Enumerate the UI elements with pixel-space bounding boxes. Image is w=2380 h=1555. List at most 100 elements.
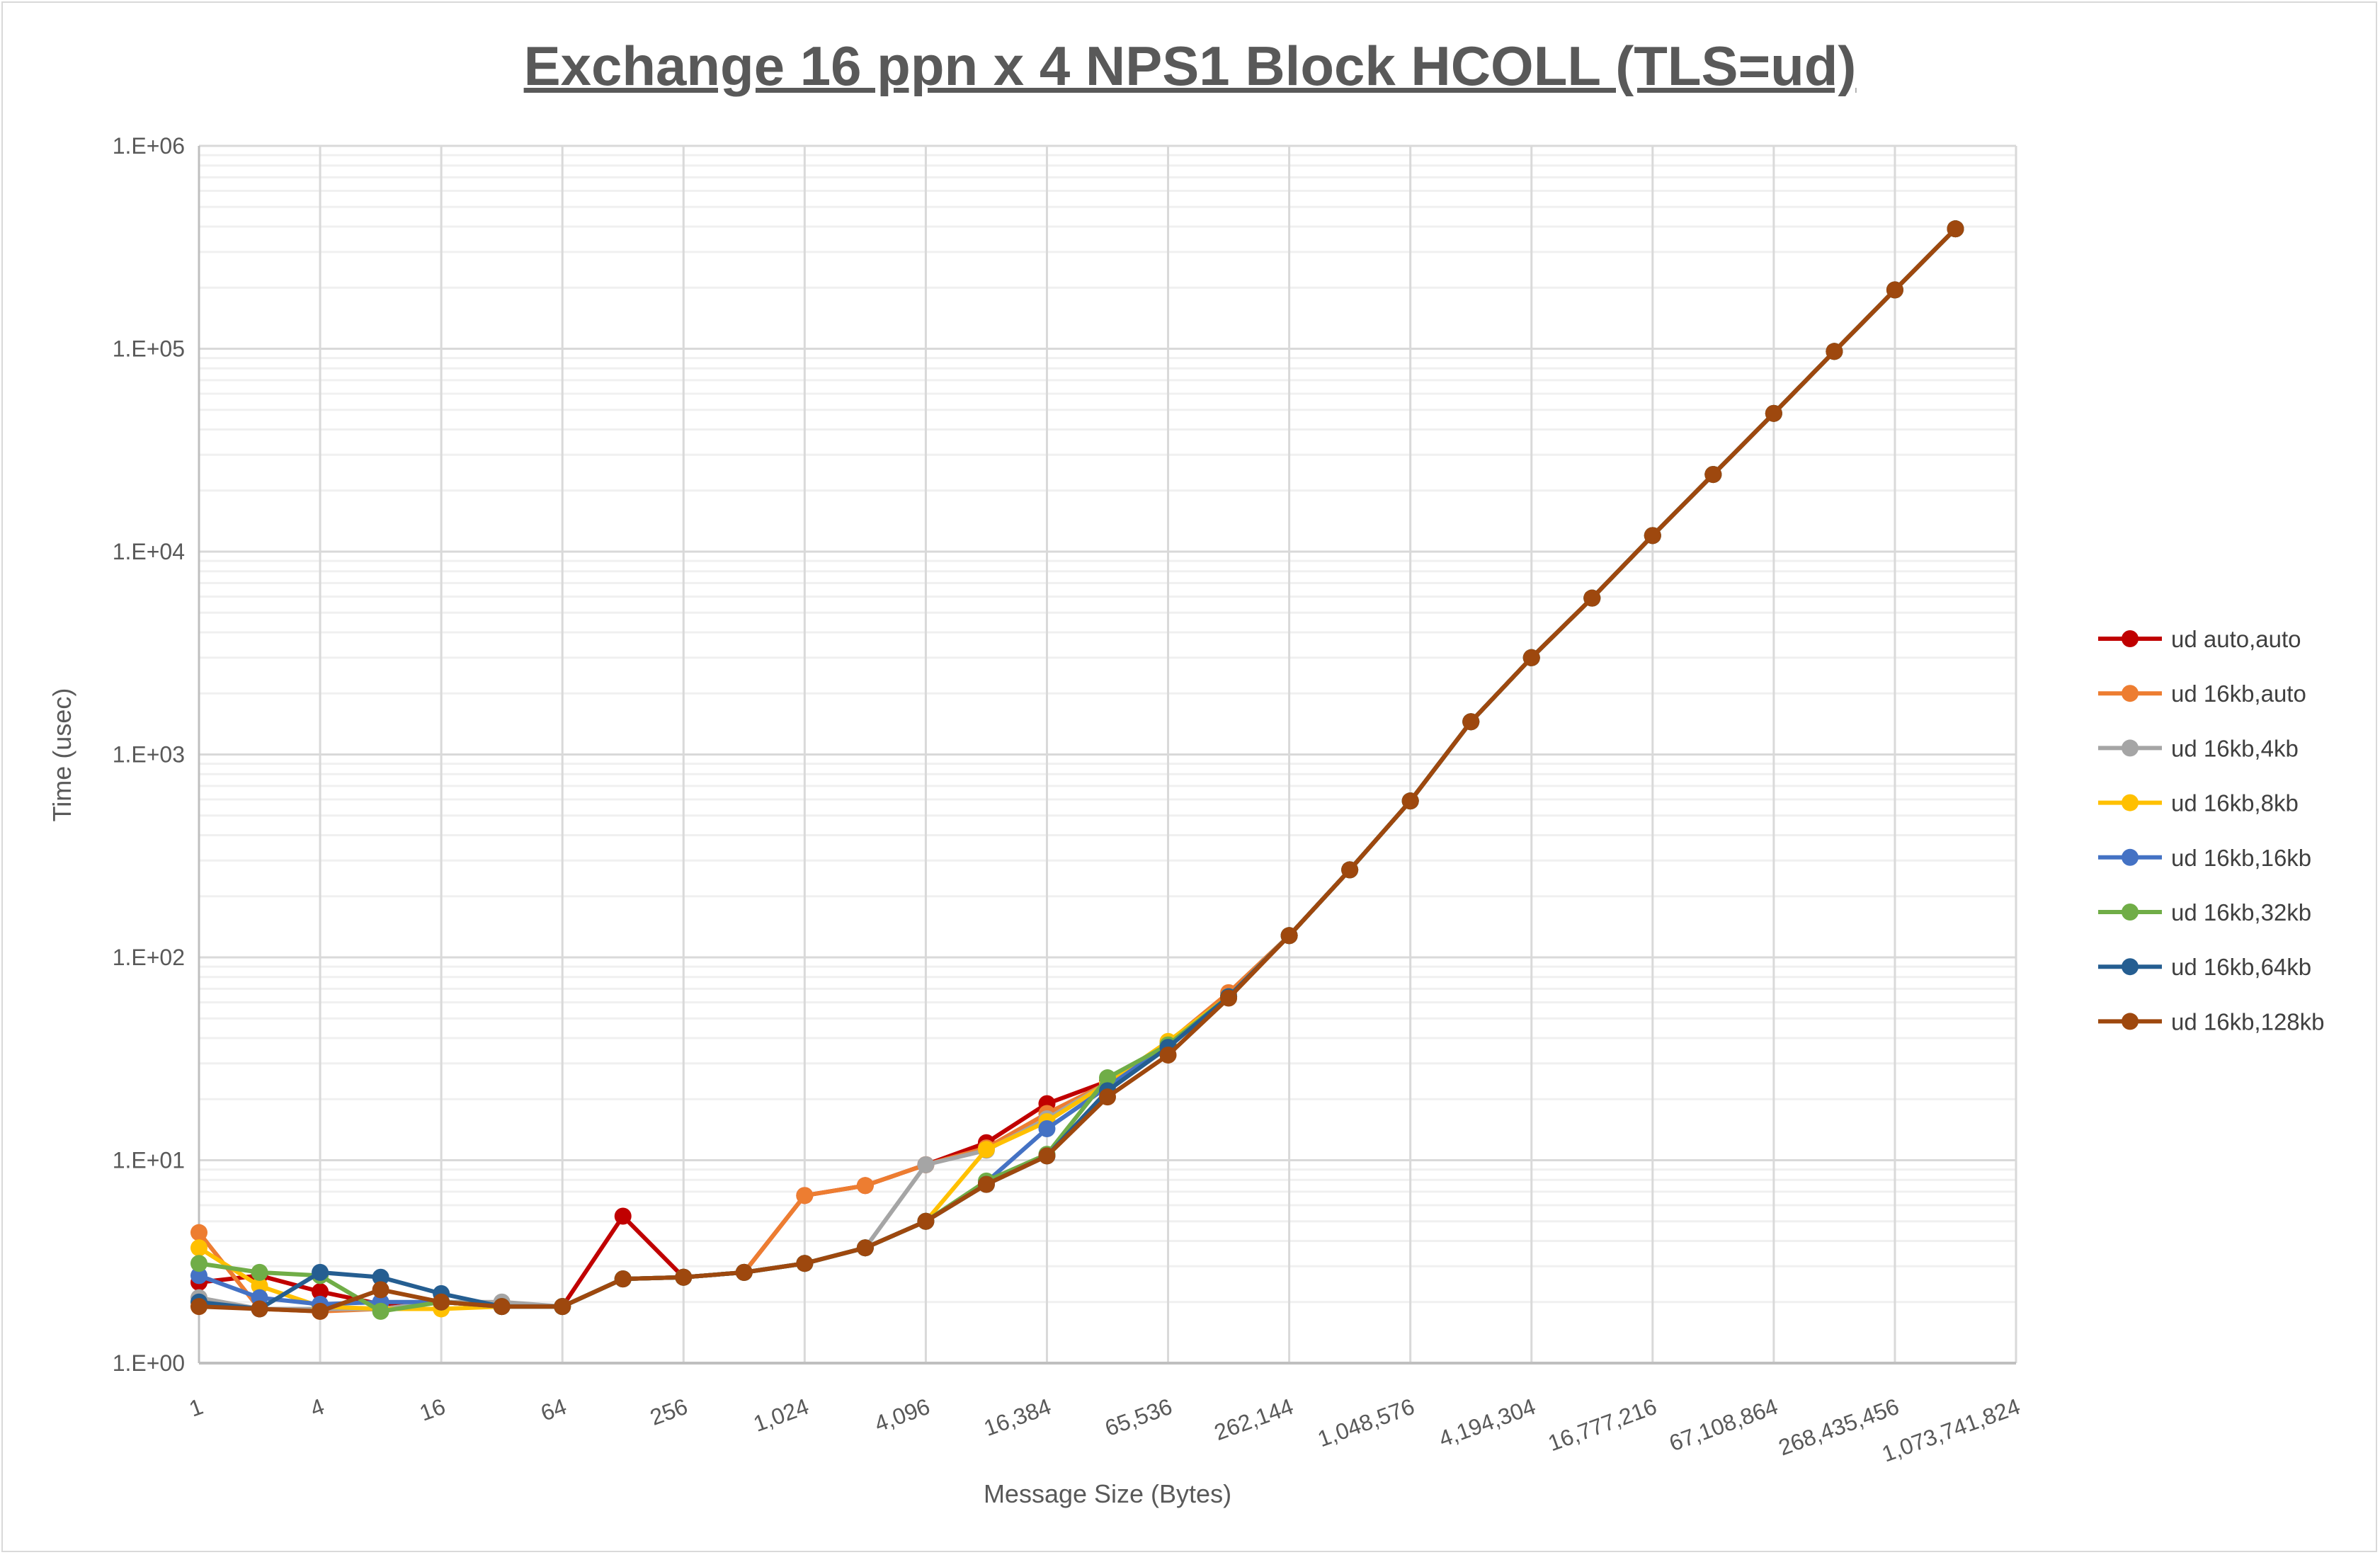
series-group (190, 220, 1964, 1320)
x-tick-label: 1,073,741,824 (1879, 1394, 2024, 1467)
data-point (977, 1141, 995, 1158)
y-axis-title: Time (usec) (47, 688, 76, 822)
data-point (1038, 1147, 1056, 1165)
data-point (1462, 713, 1480, 731)
data-point (1401, 792, 1419, 810)
data-point (312, 1302, 329, 1320)
data-point (372, 1281, 389, 1299)
y-tick-label: 1.E+02 (113, 945, 185, 970)
data-point (614, 1270, 632, 1288)
x-tick-label: 16 (416, 1394, 449, 1426)
x-tick-label: 4,194,304 (1435, 1394, 1539, 1452)
legend-label: ud 16kb,16kb (2171, 845, 2311, 871)
x-tick-label: 65,536 (1102, 1394, 1175, 1441)
series-ud-16kb-64kb (190, 220, 1964, 1318)
data-point (312, 1283, 329, 1301)
x-axis-title: Message Size (Bytes) (984, 1479, 1231, 1508)
data-point (1583, 589, 1601, 607)
data-point (856, 1177, 874, 1195)
data-point (614, 1207, 632, 1225)
data-point (251, 1300, 268, 1318)
legend-marker (2122, 794, 2139, 811)
data-point (735, 1263, 753, 1281)
series-line (198, 227, 1957, 1314)
legend-item: ud auto,auto (2098, 626, 2301, 652)
data-point (190, 1298, 207, 1316)
x-tick-label: 1 (186, 1394, 206, 1422)
series-ud-16kb-8kb (190, 220, 1964, 1318)
series-line (198, 227, 1957, 1309)
y-tick-label: 1.E+04 (113, 539, 185, 564)
data-point (190, 1255, 207, 1272)
legend-label: ud 16kb,8kb (2171, 790, 2299, 816)
x-tick-label: 4,096 (871, 1394, 933, 1437)
data-point (917, 1212, 935, 1230)
data-point (493, 1298, 511, 1316)
data-point (1099, 1088, 1116, 1106)
legend-label: ud auto,auto (2171, 626, 2301, 652)
y-tick-label: 1.E+01 (113, 1148, 185, 1173)
series-line (198, 227, 1957, 1309)
gridlines (198, 144, 2017, 1365)
legend-marker (2122, 685, 2139, 702)
data-point (554, 1298, 571, 1316)
x-tick-label: 67,108,864 (1666, 1394, 1781, 1457)
series-line (197, 227, 1957, 1314)
x-tick-label: 262,144 (1211, 1394, 1297, 1445)
legend-item: ud 16kb,16kb (2098, 845, 2311, 871)
data-point (1280, 927, 1298, 945)
data-point (433, 1293, 450, 1311)
series-ud-auto-auto (190, 220, 1964, 1316)
data-point (917, 1156, 935, 1173)
legend-marker (2122, 958, 2139, 976)
data-point (675, 1268, 693, 1286)
legend-label: ud 16kb,32kb (2171, 899, 2311, 925)
y-tick-label: 1.E+06 (113, 133, 185, 159)
x-tick-label: 1,048,576 (1314, 1394, 1418, 1452)
chart-title: Exchange 16 ppn x 4 NPS1 Block HCOLL (TL… (523, 35, 1857, 97)
data-point (190, 1239, 207, 1257)
series-line (198, 227, 1957, 1314)
legend-item: ud 16kb,auto (2098, 680, 2306, 707)
data-point (1644, 527, 1661, 545)
y-tick-label: 1.E+03 (113, 742, 185, 768)
data-point (1341, 861, 1359, 879)
series-line (198, 227, 1957, 1311)
series-ud-16kb-4kb (190, 220, 1964, 1318)
data-point (251, 1277, 268, 1295)
series-line (198, 227, 1957, 1311)
data-point (1522, 649, 1540, 666)
series-ud-16kb-16kb (190, 220, 1964, 1316)
legend-marker (2122, 630, 2139, 647)
data-point (1220, 989, 1238, 1007)
legend-item: ud 16kb,8kb (2098, 790, 2299, 816)
y-tick-label: 1.E+00 (113, 1350, 185, 1376)
data-point (372, 1268, 389, 1286)
x-tick-label: 16,777,216 (1544, 1394, 1660, 1457)
data-point (1159, 1046, 1177, 1064)
legend-label: ud 16kb,64kb (2171, 954, 2311, 980)
legend-label: ud 16kb,128kb (2171, 1008, 2325, 1035)
data-point (372, 1302, 389, 1320)
legend-item: ud 16kb,32kb (2098, 899, 2311, 925)
x-tick-label: 4 (307, 1394, 327, 1422)
data-point (1765, 404, 1782, 422)
x-tick-label: 64 (537, 1394, 570, 1426)
data-point (312, 1263, 329, 1281)
series-line (198, 227, 1957, 1311)
series-ud-16kb-auto (190, 220, 1964, 1320)
legend-item: ud 16kb,64kb (2098, 954, 2311, 980)
data-point (1886, 281, 1903, 299)
data-point (796, 1187, 814, 1204)
legend: ud auto,auto ud 16kb,auto ud 16kb,4kb ud 16… (2098, 626, 2325, 1035)
data-point (1704, 466, 1722, 484)
y-tick-label: 1.E+05 (113, 336, 185, 362)
data-point (1947, 220, 1964, 238)
legend-label: ud 16kb,auto (2171, 680, 2306, 707)
data-point (1826, 343, 1843, 360)
data-point (251, 1263, 268, 1281)
data-point (977, 1175, 995, 1193)
data-point (796, 1255, 814, 1272)
legend-marker (2122, 739, 2139, 757)
